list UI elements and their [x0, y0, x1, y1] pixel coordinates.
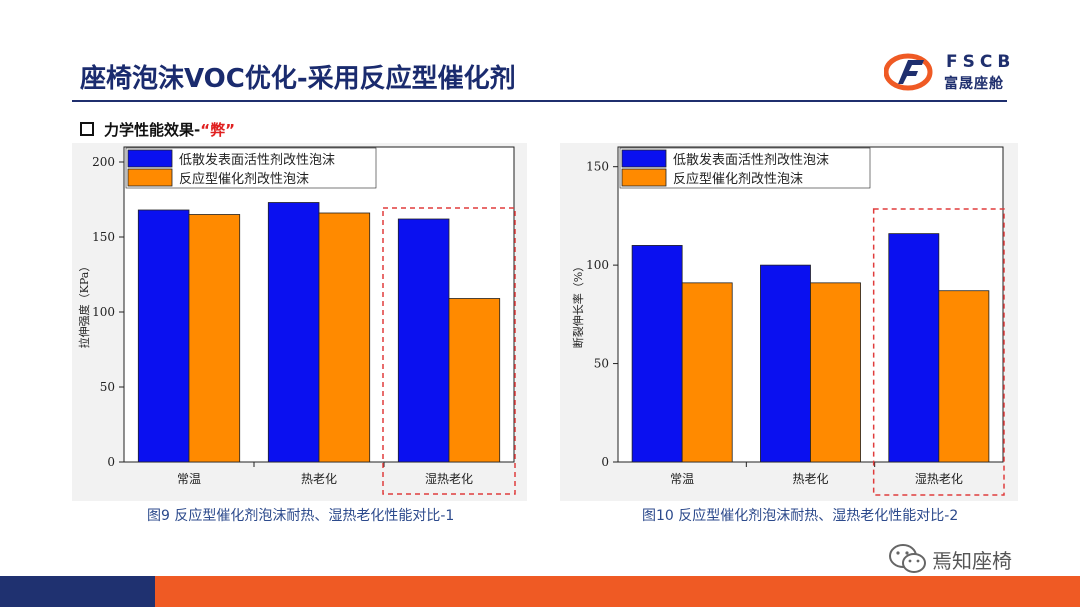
footer-blue-band	[0, 576, 155, 607]
fscb-logo-icon	[884, 53, 933, 91]
bar-s2-1	[318, 212, 371, 463]
y-axis-label: 拉伸强度（KPa）	[77, 261, 91, 349]
x-tick-label-0: 常温	[670, 472, 694, 486]
bar-s1-1	[760, 264, 811, 463]
x-tick-label-2: 湿热老化	[915, 471, 963, 486]
y-tick-label-1: 50	[594, 357, 609, 371]
bar-s1-1	[267, 202, 320, 463]
x-tick-label-2: 湿热老化	[425, 471, 473, 486]
legend-swatch-2	[621, 168, 667, 187]
legend-swatch-2	[127, 168, 173, 187]
y-tick-label-0: 0	[601, 455, 609, 469]
bullet-square-icon	[80, 122, 94, 136]
y-tick-label-1: 50	[100, 380, 115, 394]
title-divider	[72, 100, 1007, 102]
legend-box	[125, 147, 377, 189]
company-logo: FSCB 富晟座舱	[884, 50, 1014, 100]
bar-s2-2	[448, 298, 501, 463]
bar-s1-2	[397, 218, 450, 463]
caption-chart-1: 图9 反应型催化剂泡沫耐热、湿热老化性能对比-1	[147, 508, 455, 524]
section-heading: 力学性能效果-“弊”	[80, 119, 235, 140]
section-highlight: “弊”	[200, 121, 235, 139]
bar-s2-0	[681, 282, 733, 463]
bar-s1-0	[631, 245, 683, 463]
logo-english: FSCB	[946, 52, 1016, 72]
caption-chart-2: 图10 反应型催化剂泡沫耐热、湿热老化性能对比-2	[642, 508, 959, 524]
bar-s2-1	[810, 282, 861, 463]
x-tick-label-1: 热老化	[301, 472, 337, 486]
wechat-icon	[889, 544, 926, 573]
legend-swatch-1	[127, 149, 173, 168]
chart-elongation: 0 50 100 150 断裂伸长率（%） 常温 热老化 湿热老化 低散发表面活性剂改性泡沫 反应…	[560, 143, 1018, 501]
bar-s1-2	[888, 233, 940, 463]
y-axis-label: 断裂伸长率（%）	[571, 261, 585, 348]
y-tick-label-2: 100	[586, 258, 609, 272]
legend-label-1: 低散发表面活性剂改性泡沫	[673, 152, 829, 168]
chart-svg: 0 50 100 150 断裂伸长率（%） 常温 热老化 湿热老化 低散发表面活性剂改性泡沫反应…	[571, 146, 1005, 496]
section-label: 力学性能效果-	[104, 121, 201, 139]
slide-title: 座椅泡沫VOC优化-采用反应型催化剂	[80, 64, 516, 94]
chart-svg: 0 50 100 150 200 拉伸强度（KPa） 常温 热老化 湿热老化 低散发表面活性剂改性…	[77, 146, 516, 495]
legend-swatch-1	[621, 149, 667, 168]
y-tick-label-3: 150	[586, 160, 609, 174]
y-tick-label-4: 200	[92, 155, 115, 169]
legend-box	[619, 147, 871, 189]
highlight-dashed-box	[382, 207, 516, 495]
watermark-text: 焉知座椅	[932, 549, 1012, 573]
logo-chinese: 富晟座舱	[944, 76, 1004, 92]
legend-label-2: 反应型催化剂改性泡沫	[673, 171, 803, 187]
highlight-dashed-box	[872, 208, 1005, 496]
bar-s2-0	[188, 214, 241, 463]
footer-orange-band	[155, 576, 1080, 607]
legend-label-1: 低散发表面活性剂改性泡沫	[179, 152, 335, 168]
chart-tensile-strength: 0 50 100 150 200 拉伸强度（KPa） 常温 热老化 湿热老化 低散发表面活性剂改性…	[72, 143, 527, 501]
legend-label-2: 反应型催化剂改性泡沫	[179, 171, 309, 187]
x-tick-label-1: 热老化	[792, 472, 828, 486]
y-tick-label-2: 100	[92, 305, 115, 319]
bar-s2-2	[938, 290, 990, 463]
y-tick-label-3: 150	[92, 230, 115, 244]
bar-s1-0	[137, 209, 190, 463]
x-tick-label-0: 常温	[177, 472, 201, 486]
y-tick-label-0: 0	[107, 455, 115, 469]
